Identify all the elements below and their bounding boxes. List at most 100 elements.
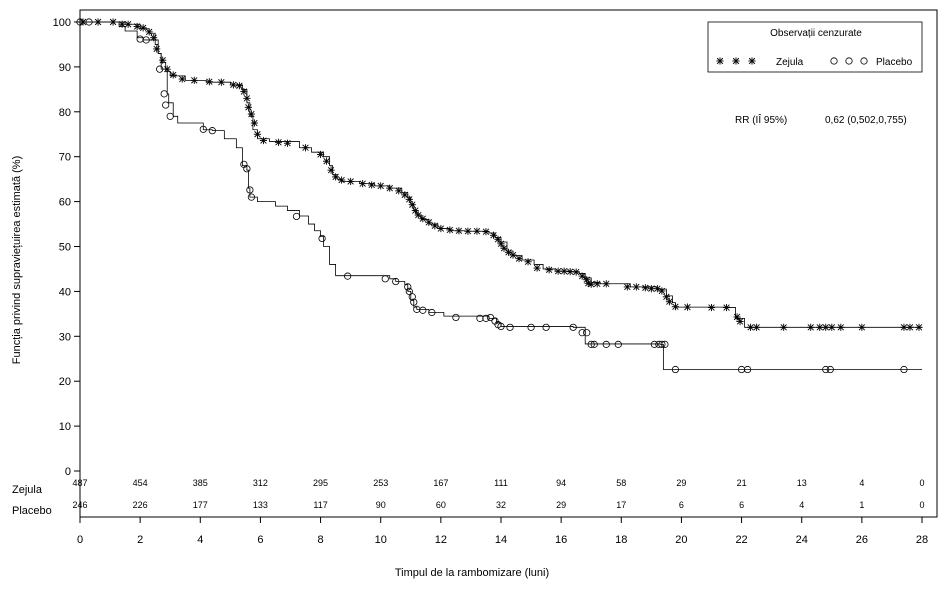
censor-marker-zejula-bar-d2 <box>170 71 177 79</box>
censor-marker-zejula-bar-d2 <box>251 119 258 127</box>
censor-marker-placebo <box>208 127 216 135</box>
censor-marker-zejula-bar-d2 <box>230 81 237 89</box>
censor-marker-zejula <box>408 201 416 209</box>
censor-marker-zejula-bar-d2 <box>473 228 481 235</box>
censor-marker-zejula-bar-d2 <box>254 131 261 138</box>
censor-marker-zejula-bar-d2 <box>747 324 754 331</box>
censor-marker-zejula <box>515 255 523 263</box>
censor-marker-zejula-bar-d2 <box>302 144 309 151</box>
legend-title: Observații cenzurate <box>770 28 862 39</box>
at-risk-count: 0 <box>919 478 924 488</box>
legend-zejula-markers <box>716 57 756 65</box>
y-tick-label: 40 <box>59 286 71 298</box>
censor-marker-zejula <box>858 323 866 331</box>
series-layer <box>76 18 923 374</box>
censor-marker-placebo <box>404 283 412 291</box>
censor-marker-zejula <box>524 258 532 266</box>
censor-marker-zejula-bar-d2 <box>412 207 419 214</box>
censor-marker-zejula-bar-d2 <box>509 251 517 259</box>
y-tick-label: 70 <box>59 152 71 164</box>
censor-marker-zejula-bar-d2 <box>723 304 730 311</box>
censor-marker-zejula-bar-d2 <box>500 245 508 252</box>
censor-marker-zejula <box>259 136 268 145</box>
legend-asterisk-bar-d2 <box>748 57 756 65</box>
x-tick-label: 6 <box>257 534 263 546</box>
hazard-ratio-value: 0,62 (0,502,0,755) <box>825 115 907 126</box>
censor-marker-placebo <box>136 35 144 43</box>
censor-marker-placebo <box>318 234 326 243</box>
censor-marker-zejula-bar-d2 <box>482 228 490 235</box>
censor-marker-placebo <box>428 308 436 317</box>
censor-marker-zejula <box>190 76 198 84</box>
censor-marker-zejula-bar-d2 <box>455 227 463 234</box>
censor-marker-zejula-bar-d2 <box>505 249 512 256</box>
at-risk-count: 4 <box>859 478 864 488</box>
censor-marker-zejula <box>205 78 213 86</box>
censor-marker-placebo <box>381 275 389 283</box>
censor-marker-zejula-bar-d2 <box>245 104 252 111</box>
censor-marker-zejula <box>566 268 574 276</box>
censor-marker-zejula-bar-d2 <box>494 236 502 243</box>
censor-marker-placebo <box>419 306 427 314</box>
censor-marker-zejula <box>139 24 147 32</box>
censor-marker-zejula <box>733 313 741 321</box>
censor-marker-zejula <box>178 75 186 83</box>
censor-marker-placebo <box>85 18 93 26</box>
censor-marker-zejula <box>533 264 541 272</box>
censor-marker-placebo <box>408 293 416 301</box>
censor-marker-zejula-bar-d2 <box>654 285 661 292</box>
censor-marker-zejula <box>647 285 655 293</box>
censor-marker-placebo <box>578 329 586 337</box>
at-risk-count: 111 <box>494 478 508 488</box>
censor-marker-placebo <box>246 186 254 194</box>
censor-marker-placebo <box>506 323 514 331</box>
censor-marker-zejula-bar-d2 <box>780 324 787 331</box>
at-risk-count: 32 <box>496 500 506 510</box>
censor-marker-zejula-bar-d2 <box>828 324 835 331</box>
y-tick-label: 10 <box>59 421 71 433</box>
censor-marker-zejula-bar-d2 <box>837 324 845 331</box>
censor-marker-zejula <box>153 45 161 53</box>
x-tick-label: 12 <box>435 534 447 546</box>
censor-marker-zejula <box>560 267 568 275</box>
censor-marker-zejula-bar-d2 <box>588 281 595 288</box>
legend-label-placebo: Placebo <box>876 57 913 68</box>
censor-marker-zejula-bar-d2 <box>395 187 402 195</box>
censor-marker-placebo <box>162 101 170 109</box>
censor-marker-placebo <box>452 313 460 322</box>
censor-marker-zejula <box>145 28 153 36</box>
legend-asterisk-bar-d2 <box>716 57 724 65</box>
censor-marker-placebo <box>614 340 622 348</box>
censor-marker-zejula-bar-d2 <box>733 313 741 321</box>
censor-marker-zejula <box>641 284 649 292</box>
at-risk-count: 117 <box>313 500 327 510</box>
at-risk-count: 295 <box>313 478 328 488</box>
censor-marker-zejula-bar-d2 <box>191 77 198 84</box>
censor-marker-zejula-bar-d2 <box>133 23 141 30</box>
legend-placebo-markers <box>830 57 868 65</box>
censor-marker-zejula <box>504 248 513 256</box>
censor-marker-placebo <box>410 298 418 306</box>
at-risk-count: 253 <box>373 478 388 488</box>
censor-marker-zejula <box>347 177 355 185</box>
censor-marker-zejula <box>247 110 256 118</box>
x-tick-label: 4 <box>197 534 203 546</box>
censor-marker-zejula-bar-d2 <box>359 180 366 187</box>
censor-marker-zejula-bar-d2 <box>406 196 413 203</box>
at-risk-count: 13 <box>797 478 807 488</box>
censor-marker-zejula <box>217 78 225 86</box>
censor-marker-zejula-bar-d2 <box>822 324 829 331</box>
legend-circle <box>845 57 853 65</box>
censor-marker-zejula <box>243 94 251 102</box>
censor-marker-zejula-bar-d2 <box>332 173 339 181</box>
censor-marker-zejula <box>332 173 340 181</box>
censor-marker-zejula-bar-d2 <box>218 78 225 86</box>
censor-marker-zejula <box>419 215 427 223</box>
censor-marker-zejula <box>722 303 731 312</box>
censor-marker-zejula-bar-d2 <box>524 258 532 265</box>
legend-circle <box>860 57 868 65</box>
x-tick-label: 16 <box>555 534 567 546</box>
censor-marker-zejula-bar-d2 <box>497 240 505 248</box>
censor-marker-zejula-bar-d2 <box>533 264 541 272</box>
